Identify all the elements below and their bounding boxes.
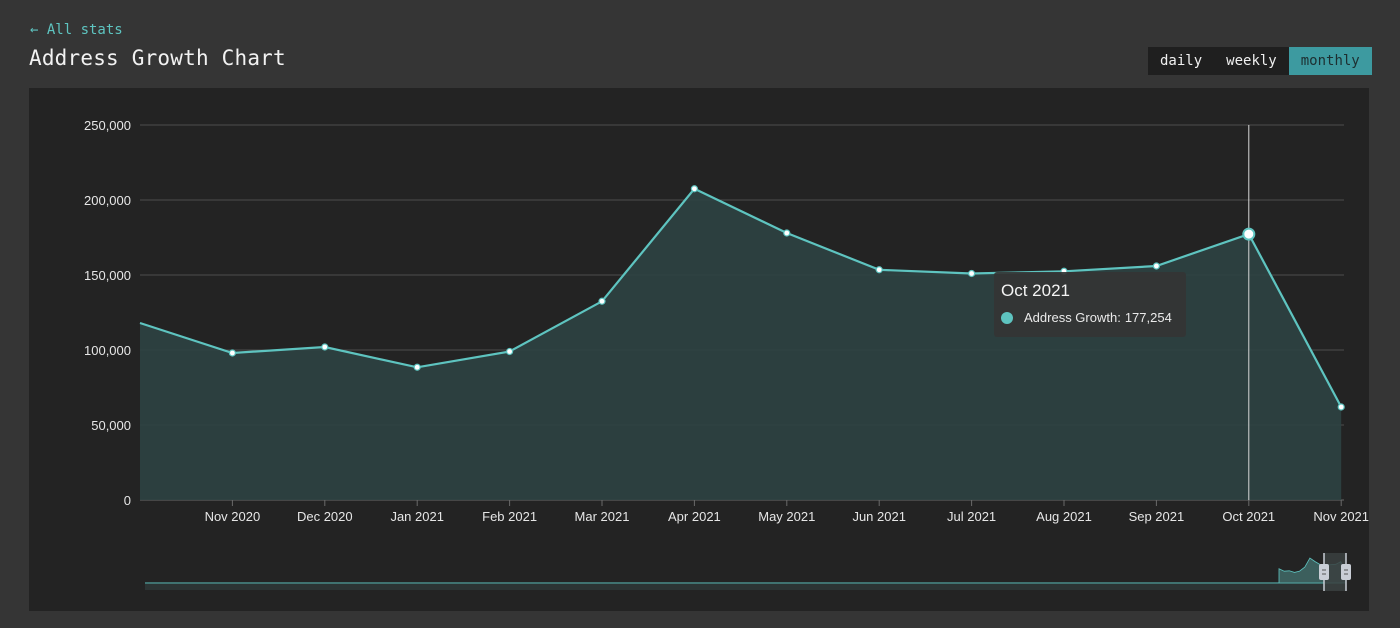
x-tick-label: Nov 2021 <box>1313 509 1369 524</box>
navigator-track <box>145 582 1342 590</box>
data-point[interactable] <box>875 266 883 274</box>
data-point[interactable] <box>506 347 514 356</box>
x-tick-label: Apr 2021 <box>668 509 721 524</box>
x-tick-label: Dec 2020 <box>297 509 353 524</box>
x-tick-label: Jul 2021 <box>947 509 996 524</box>
data-point[interactable] <box>413 363 421 371</box>
x-tick-label: Feb 2021 <box>482 509 537 524</box>
navigator-handle-right[interactable] <box>1341 564 1351 580</box>
x-axis-ticks: Nov 2020 Dec 2020 Jan 2021 Feb 2021 Mar 2021… <box>205 500 1369 524</box>
x-tick-label: Jan 2021 <box>390 509 444 524</box>
navigator-handle-left[interactable] <box>1319 564 1329 580</box>
data-point[interactable] <box>1152 262 1161 270</box>
page-title: Address Growth Chart <box>29 46 286 70</box>
x-tick-label: Aug 2021 <box>1036 509 1092 524</box>
data-point[interactable] <box>967 269 976 278</box>
y-tick-label: 50,000 <box>91 418 131 433</box>
x-tick-label: Jun 2021 <box>852 509 906 524</box>
period-toggle: daily weekly monthly <box>1148 47 1372 75</box>
chart-panel: 0 50,000 100,000 150,000 200,000 250,000 Nov … <box>29 88 1369 611</box>
data-point[interactable] <box>228 349 236 357</box>
tooltip-value: 177,254 <box>1124 310 1172 325</box>
x-tick-label: Oct 2021 <box>1222 509 1275 524</box>
highlighted-data-point[interactable] <box>1242 227 1256 241</box>
series-dot-icon <box>1001 311 1013 324</box>
chart-tooltip: Oct 2021 Address Growth: 177,254 <box>994 272 1186 337</box>
y-tick-label: 0 <box>124 493 131 508</box>
y-tick-label: 200,000 <box>84 193 131 208</box>
y-tick-label: 100,000 <box>84 343 131 358</box>
data-point[interactable] <box>598 297 606 305</box>
x-tick-label: Nov 2020 <box>205 509 261 524</box>
address-growth-chart[interactable]: 0 50,000 100,000 150,000 200,000 250,000 Nov … <box>29 88 1369 611</box>
y-tick-label: 250,000 <box>84 118 131 133</box>
x-tick-label: May 2021 <box>758 509 815 524</box>
x-tick-label: Sep 2021 <box>1129 509 1185 524</box>
range-navigator[interactable] <box>145 553 1351 591</box>
x-tick-label: Mar 2021 <box>575 509 630 524</box>
data-point[interactable] <box>783 229 791 237</box>
data-point[interactable] <box>1337 403 1345 411</box>
tooltip-series-label: Address Growth: <box>1024 310 1121 325</box>
navigator-sparkline <box>145 557 1347 584</box>
data-point[interactable] <box>690 185 699 193</box>
period-daily-button[interactable]: daily <box>1148 47 1214 75</box>
y-axis-ticks: 0 50,000 100,000 150,000 200,000 250,000 <box>84 118 131 508</box>
all-stats-link[interactable]: ← All stats <box>30 22 123 38</box>
y-tick-label: 150,000 <box>84 268 131 283</box>
period-monthly-button[interactable]: monthly <box>1288 47 1372 75</box>
period-weekly-button[interactable]: weekly <box>1214 47 1289 75</box>
tooltip-title: Oct 2021 <box>1001 281 1070 300</box>
series-area <box>140 188 1342 501</box>
tooltip-row: Address Growth: 177,254 <box>1001 310 1179 325</box>
navigator-selection[interactable] <box>1324 553 1346 591</box>
data-point[interactable] <box>321 343 329 351</box>
series-line <box>139 187 1343 408</box>
